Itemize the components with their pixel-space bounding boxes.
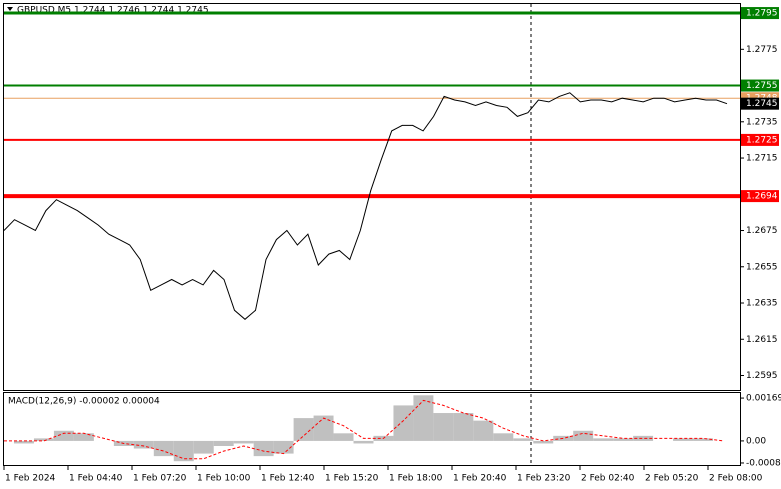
histogram-bar bbox=[293, 418, 314, 441]
level-label: 1.2694 bbox=[746, 192, 778, 202]
price-line bbox=[3, 92, 728, 320]
histogram-bar bbox=[413, 395, 434, 441]
x-tick-label: 1 Feb 10:00 bbox=[197, 474, 251, 484]
histogram-bar bbox=[273, 440, 294, 454]
level-label: 1.2755 bbox=[746, 81, 778, 91]
y-tick-label: 1.2635 bbox=[746, 299, 778, 309]
y-tick-label: 1.2655 bbox=[746, 262, 778, 272]
x-tick-label: 1 Feb 15:20 bbox=[325, 474, 379, 484]
level-label-box bbox=[741, 190, 779, 203]
level-label-box bbox=[741, 133, 779, 146]
y-tick-label: 0.00169 bbox=[746, 394, 781, 404]
main-frame bbox=[3, 3, 741, 391]
x-tick-label: 1 Feb 07:20 bbox=[133, 474, 187, 484]
histogram-bar bbox=[353, 440, 374, 444]
y-tick-label: 1.2675 bbox=[746, 226, 778, 236]
histogram-bar bbox=[393, 405, 414, 441]
level-label-box bbox=[741, 7, 779, 20]
histogram-bar bbox=[473, 420, 494, 441]
y-tick-label: 1.2715 bbox=[746, 154, 778, 164]
level-label: 1.2745 bbox=[746, 99, 778, 109]
histogram-bar bbox=[213, 440, 234, 446]
histogram-bar bbox=[513, 438, 534, 441]
y-tick-label: 0.00 bbox=[746, 436, 766, 446]
histogram-bar bbox=[433, 413, 454, 441]
macd-frame bbox=[3, 392, 741, 466]
x-tick-label: 2 Feb 05:20 bbox=[645, 474, 699, 484]
histogram-bar bbox=[673, 438, 694, 441]
chart-title: GBPUSD,M5 1.2744 1.2746 1.2744 1.2745 bbox=[17, 6, 209, 16]
y-tick-label: 1.2615 bbox=[746, 335, 778, 345]
histogram-bar bbox=[173, 440, 194, 462]
x-tick-label: 1 Feb 18:00 bbox=[389, 474, 443, 484]
histogram-bar bbox=[153, 440, 174, 457]
histogram-bar bbox=[193, 440, 214, 454]
histogram-bar bbox=[73, 433, 94, 441]
x-tick-label: 1 Feb 23:20 bbox=[517, 474, 571, 484]
x-tick-label: 1 Feb 12:40 bbox=[261, 474, 315, 484]
histogram-bar bbox=[253, 440, 274, 457]
level-label-box bbox=[741, 97, 779, 110]
level-label: 1.2795 bbox=[746, 9, 778, 19]
signal-line bbox=[4, 399, 724, 460]
y-tick-label: 1.2775 bbox=[746, 45, 778, 55]
histogram-bar bbox=[693, 438, 714, 441]
histogram-bar bbox=[53, 430, 74, 441]
x-tick-label: 1 Feb 04:40 bbox=[69, 474, 123, 484]
x-tick-label: 1 Feb 2024 bbox=[5, 474, 56, 484]
histogram-bar bbox=[613, 438, 634, 441]
x-tick-label: 1 Feb 20:40 bbox=[453, 474, 507, 484]
histogram-bar bbox=[313, 415, 334, 441]
level-label: 1.2725 bbox=[746, 135, 778, 145]
histogram-bar bbox=[633, 435, 654, 441]
histogram-bar bbox=[493, 433, 514, 441]
histogram-bar bbox=[573, 430, 594, 441]
x-tick-label: 2 Feb 02:40 bbox=[581, 474, 635, 484]
y-tick-label: 1.2595 bbox=[746, 371, 778, 381]
macd-title: MACD(12,26,9) -0.00002 0.00004 bbox=[8, 397, 160, 407]
level-label-box bbox=[741, 79, 779, 92]
histogram-bar bbox=[133, 440, 154, 449]
histogram-bar bbox=[33, 438, 54, 441]
y-tick-label: -0.00087 bbox=[746, 458, 781, 468]
histogram-bar bbox=[593, 438, 614, 441]
histogram-bar bbox=[13, 440, 34, 444]
histogram-bar bbox=[533, 440, 554, 444]
histogram-bar bbox=[233, 440, 254, 444]
x-tick-label: 2 Feb 08:00 bbox=[709, 474, 763, 484]
histogram-bar bbox=[453, 413, 474, 441]
histogram-bar bbox=[333, 433, 354, 441]
menu-arrow bbox=[7, 7, 13, 11]
y-tick-label: 1.2735 bbox=[746, 117, 778, 127]
